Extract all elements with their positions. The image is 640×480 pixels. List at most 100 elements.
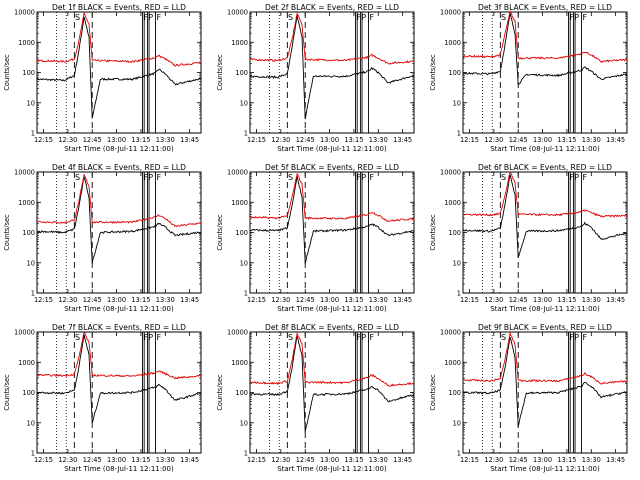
x-tick-label: 13:45 bbox=[180, 456, 199, 464]
y-tick-label: 100 bbox=[448, 229, 461, 237]
x-tick-label: 13:15 bbox=[131, 136, 150, 144]
events-series-line bbox=[462, 174, 628, 258]
x-axis-label: Start Time (08-Jul-11 12:11:00) bbox=[490, 145, 600, 153]
flag-label: F bbox=[369, 13, 374, 22]
lld-series-line bbox=[462, 9, 628, 63]
flag-label: F bbox=[356, 333, 361, 342]
flag-label: F bbox=[156, 333, 161, 342]
lld-series-line bbox=[36, 173, 202, 228]
y-tick-label: 1 bbox=[244, 450, 248, 458]
y-tick-label: 1000 bbox=[231, 199, 248, 207]
lld-series-line bbox=[249, 12, 415, 65]
chart-title: Det 8f BLACK = Events, RED = LLD bbox=[265, 323, 399, 332]
x-tick-label: 13:45 bbox=[606, 136, 625, 144]
flag-label: F bbox=[569, 173, 574, 182]
y-tick-label: 1000 bbox=[444, 359, 461, 367]
x-tick-label: 12:45 bbox=[296, 456, 315, 464]
flag-label: S bbox=[288, 13, 293, 22]
flag-label: P bbox=[574, 173, 579, 182]
lld-series-line bbox=[250, 332, 414, 387]
x-tick-label: 12:30 bbox=[484, 136, 503, 144]
y-tick-label: 10 bbox=[27, 419, 35, 427]
flag-label: P bbox=[574, 333, 579, 342]
y-axis-label: Counts/sec bbox=[3, 54, 11, 91]
y-tick-label: 1 bbox=[31, 130, 35, 138]
x-axis-label: Start Time (08-Jul-11 12:11:00) bbox=[277, 465, 387, 473]
flag-label: S bbox=[75, 333, 80, 342]
events-series-line bbox=[36, 16, 201, 119]
x-tick-label: 12:15 bbox=[460, 136, 479, 144]
x-tick-label: 13:15 bbox=[344, 456, 363, 464]
flag-label: F bbox=[582, 333, 587, 342]
y-tick-label: 1 bbox=[31, 290, 35, 298]
x-tick-label: 12:30 bbox=[484, 296, 503, 304]
x-tick-label: 13:45 bbox=[180, 296, 199, 304]
lld-series-line bbox=[36, 332, 202, 380]
x-tick-label: 12:15 bbox=[460, 296, 479, 304]
flag-label: P bbox=[148, 173, 153, 182]
flag-label: S bbox=[75, 13, 80, 22]
x-axis-label: Start Time (08-Jul-11 12:11:00) bbox=[64, 305, 174, 313]
x-tick-label: 12:15 bbox=[34, 136, 53, 144]
y-tick-label: 100 bbox=[22, 229, 35, 237]
x-tick-label: 13:30 bbox=[369, 296, 388, 304]
x-tick-label: 13:30 bbox=[369, 456, 388, 464]
chart-title: Det 2f BLACK = Events, RED = LLD bbox=[265, 3, 399, 12]
flag-label: F bbox=[143, 13, 148, 22]
panel-det-6: Det 6f BLACK = Events, RED = LLD 1 10 100 10… bbox=[429, 163, 628, 313]
y-tick-label: 10000 bbox=[14, 9, 35, 17]
y-tick-label: 10000 bbox=[227, 329, 248, 337]
flag-label: P bbox=[148, 13, 153, 22]
flag-label: F bbox=[143, 173, 148, 182]
plot-frame bbox=[249, 331, 415, 454]
flag-label: F bbox=[356, 173, 361, 182]
y-tick-label: 100 bbox=[448, 389, 461, 397]
plot-frame bbox=[36, 11, 202, 134]
x-tick-label: 13:15 bbox=[131, 456, 150, 464]
events-series-line bbox=[36, 175, 202, 264]
flag-label: S bbox=[288, 173, 293, 182]
x-tick-label: 13:15 bbox=[557, 136, 576, 144]
x-tick-label: 12:15 bbox=[460, 456, 479, 464]
panel-det-5: Det 5f BLACK = Events, RED = LLD 1 10 100 10… bbox=[216, 163, 415, 313]
flag-label: F bbox=[143, 333, 148, 342]
flag-label: P bbox=[574, 13, 579, 22]
y-tick-label: 10 bbox=[240, 419, 248, 427]
x-tick-label: 13:45 bbox=[180, 136, 199, 144]
y-tick-label: 1000 bbox=[231, 359, 248, 367]
y-tick-label: 100 bbox=[22, 389, 35, 397]
x-tick-label: 13:00 bbox=[107, 456, 126, 464]
x-tick-label: 12:15 bbox=[247, 296, 266, 304]
x-tick-label: 13:30 bbox=[582, 296, 601, 304]
flag-label: F bbox=[569, 333, 574, 342]
y-tick-label: 10000 bbox=[14, 169, 35, 177]
y-tick-label: 1000 bbox=[231, 39, 248, 47]
flag-label: F bbox=[582, 13, 587, 22]
x-tick-label: 13:00 bbox=[533, 296, 552, 304]
x-tick-label: 13:15 bbox=[344, 296, 363, 304]
y-tick-label: 100 bbox=[235, 69, 248, 77]
panel-det-8: Det 8f BLACK = Events, RED = LLD 1 10 100 10… bbox=[216, 323, 415, 473]
y-tick-label: 1 bbox=[244, 130, 248, 138]
x-tick-label: 12:30 bbox=[271, 296, 290, 304]
y-tick-label: 1 bbox=[457, 290, 461, 298]
y-tick-label: 10 bbox=[27, 99, 35, 107]
chart-title: Det 9f BLACK = Events, RED = LLD bbox=[478, 323, 612, 332]
chart-title: Det 3f BLACK = Events, RED = LLD bbox=[478, 3, 612, 12]
x-tick-label: 13:30 bbox=[582, 136, 601, 144]
x-axis-label: Start Time (08-Jul-11 12:11:00) bbox=[490, 465, 600, 473]
y-tick-label: 100 bbox=[448, 69, 461, 77]
x-tick-label: 13:15 bbox=[344, 136, 363, 144]
x-tick-label: 12:45 bbox=[509, 456, 528, 464]
plot-frame bbox=[249, 171, 415, 294]
lld-series-line bbox=[249, 172, 415, 222]
y-tick-label: 10000 bbox=[440, 169, 461, 177]
x-tick-label: 13:30 bbox=[156, 296, 175, 304]
panel-det-7: Det 7f BLACK = Events, RED = LLD 1 10 100 10… bbox=[3, 323, 202, 473]
y-tick-label: 1000 bbox=[18, 39, 35, 47]
x-tick-label: 13:30 bbox=[582, 456, 601, 464]
y-axis-label: Counts/sec bbox=[216, 374, 224, 411]
x-tick-label: 12:15 bbox=[247, 456, 266, 464]
y-tick-label: 10 bbox=[453, 99, 461, 107]
